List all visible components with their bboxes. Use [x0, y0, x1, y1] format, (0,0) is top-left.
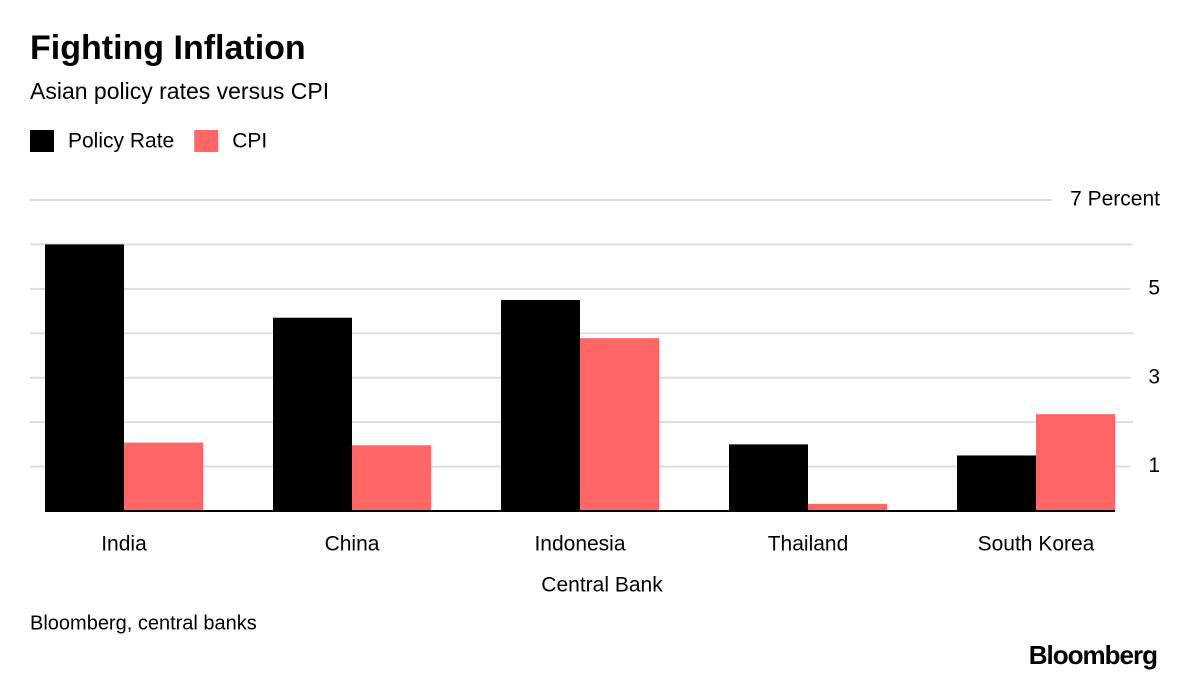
bar	[729, 444, 808, 511]
legend-label: CPI	[232, 130, 267, 153]
y-tick-label: 7 Percent	[1070, 188, 1160, 211]
brand-logo: Bloomberg	[1029, 640, 1157, 670]
x-axis-label: Central Bank	[541, 574, 663, 597]
x-tick-label: China	[325, 533, 380, 556]
bar	[808, 503, 887, 511]
legend-label: Policy Rate	[68, 130, 174, 153]
y-tick-label: 3	[1148, 365, 1160, 388]
x-tick-label: Indonesia	[534, 533, 625, 556]
bar	[580, 338, 659, 511]
bar	[273, 317, 352, 511]
y-tick-label: 5	[1148, 276, 1160, 299]
legend-swatch	[194, 130, 219, 152]
bar	[501, 299, 580, 511]
bar	[1036, 414, 1115, 511]
x-tick-label: South Korea	[978, 533, 1095, 556]
bar	[352, 445, 431, 511]
chart-title: Fighting Inflation	[30, 29, 306, 67]
chart-subtitle: Asian policy rates versus CPI	[30, 78, 329, 104]
y-tick-label: 1	[1148, 454, 1160, 477]
bar	[957, 455, 1036, 511]
source: Bloomberg, central banks	[30, 612, 257, 634]
bar	[124, 442, 203, 511]
bar	[45, 244, 124, 511]
x-tick-label: India	[101, 533, 147, 556]
legend-swatch	[30, 130, 54, 152]
x-tick-label: Thailand	[768, 533, 849, 556]
